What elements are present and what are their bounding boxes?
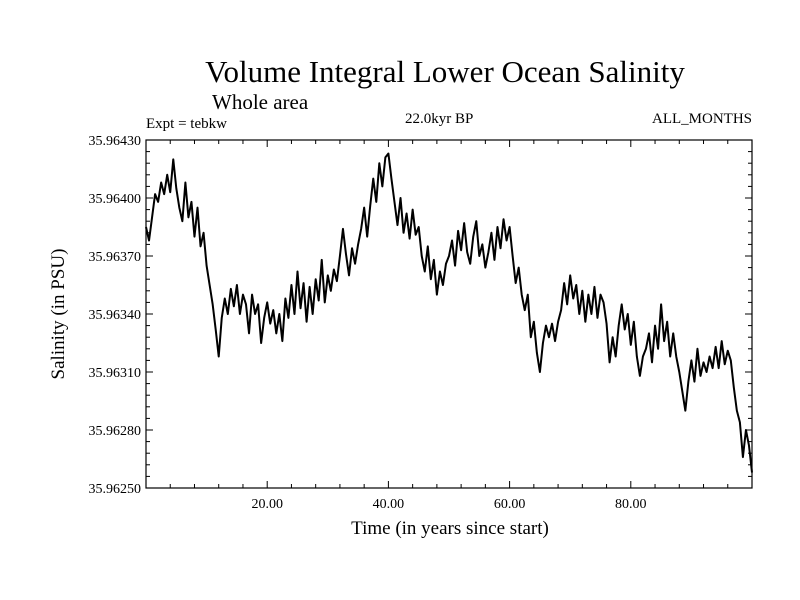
y-tick-label: 35.96430 — [89, 134, 142, 149]
chart-subtitle: Whole area — [212, 90, 309, 114]
y-tick-label: 35.96250 — [89, 482, 142, 497]
chart-title: Volume Integral Lower Ocean Salinity — [205, 54, 685, 89]
y-tick-label: 35.96340 — [89, 308, 142, 323]
y-tick-label: 35.96310 — [89, 366, 142, 381]
months-label: ALL_MONTHS — [652, 111, 752, 127]
x-tick-labels: 20.00 40.00 60.00 80.00 — [251, 497, 646, 512]
salinity-series-line — [145, 152, 753, 473]
experiment-label: Expt = tebkw — [146, 116, 227, 132]
x-tick-label: 80.00 — [615, 497, 647, 512]
x-axis-title: Time (in years since start) — [351, 518, 549, 539]
y-tick-label: 35.96280 — [89, 424, 142, 439]
y-tick-labels: 35.96250 35.96280 35.96310 35.96340 35.96370… — [89, 134, 142, 497]
y-tick-label: 35.96400 — [89, 192, 142, 207]
y-tick-label: 35.96370 — [89, 250, 142, 265]
x-tick-label: 60.00 — [494, 497, 526, 512]
x-tick-label: 40.00 — [373, 497, 405, 512]
period-label: 22.0kyr BP — [405, 111, 474, 127]
axis-ticks — [146, 139, 752, 489]
x-tick-label: 20.00 — [251, 497, 283, 512]
y-axis-title: Salinity (in PSU) — [48, 249, 69, 380]
